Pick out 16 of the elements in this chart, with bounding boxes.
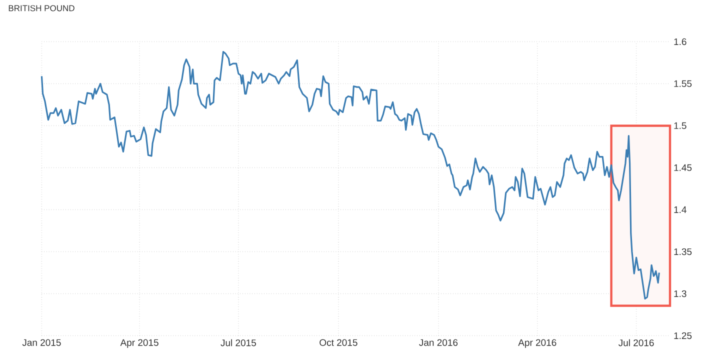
y-tick-label: 1.5 — [674, 122, 686, 130]
y-tick-label: 1.55 — [674, 80, 692, 88]
chart-title: BRITISH POUND — [8, 5, 74, 12]
y-tick-label: 1.6 — [674, 38, 686, 46]
x-tick-label: Apr 2016 — [518, 339, 556, 348]
y-tick-label: 1.25 — [674, 332, 692, 340]
x-tick-label: Jan 2015 — [22, 339, 61, 346]
y-tick-label: 1.35 — [674, 248, 692, 256]
y-tick-label: 1.4 — [674, 206, 686, 213]
x-tick-label: Oct 2015 — [320, 339, 358, 346]
x-tick-label: Apr 2015 — [120, 339, 158, 348]
y-tick-label: 1.45 — [674, 164, 692, 172]
y-tick-label: 1.3 — [674, 290, 686, 298]
x-tick-label: Jul 2016 — [618, 339, 654, 346]
x-tick-label: Jul 2015 — [220, 339, 256, 346]
x-tick-label: Jan 2016 — [419, 339, 458, 346]
